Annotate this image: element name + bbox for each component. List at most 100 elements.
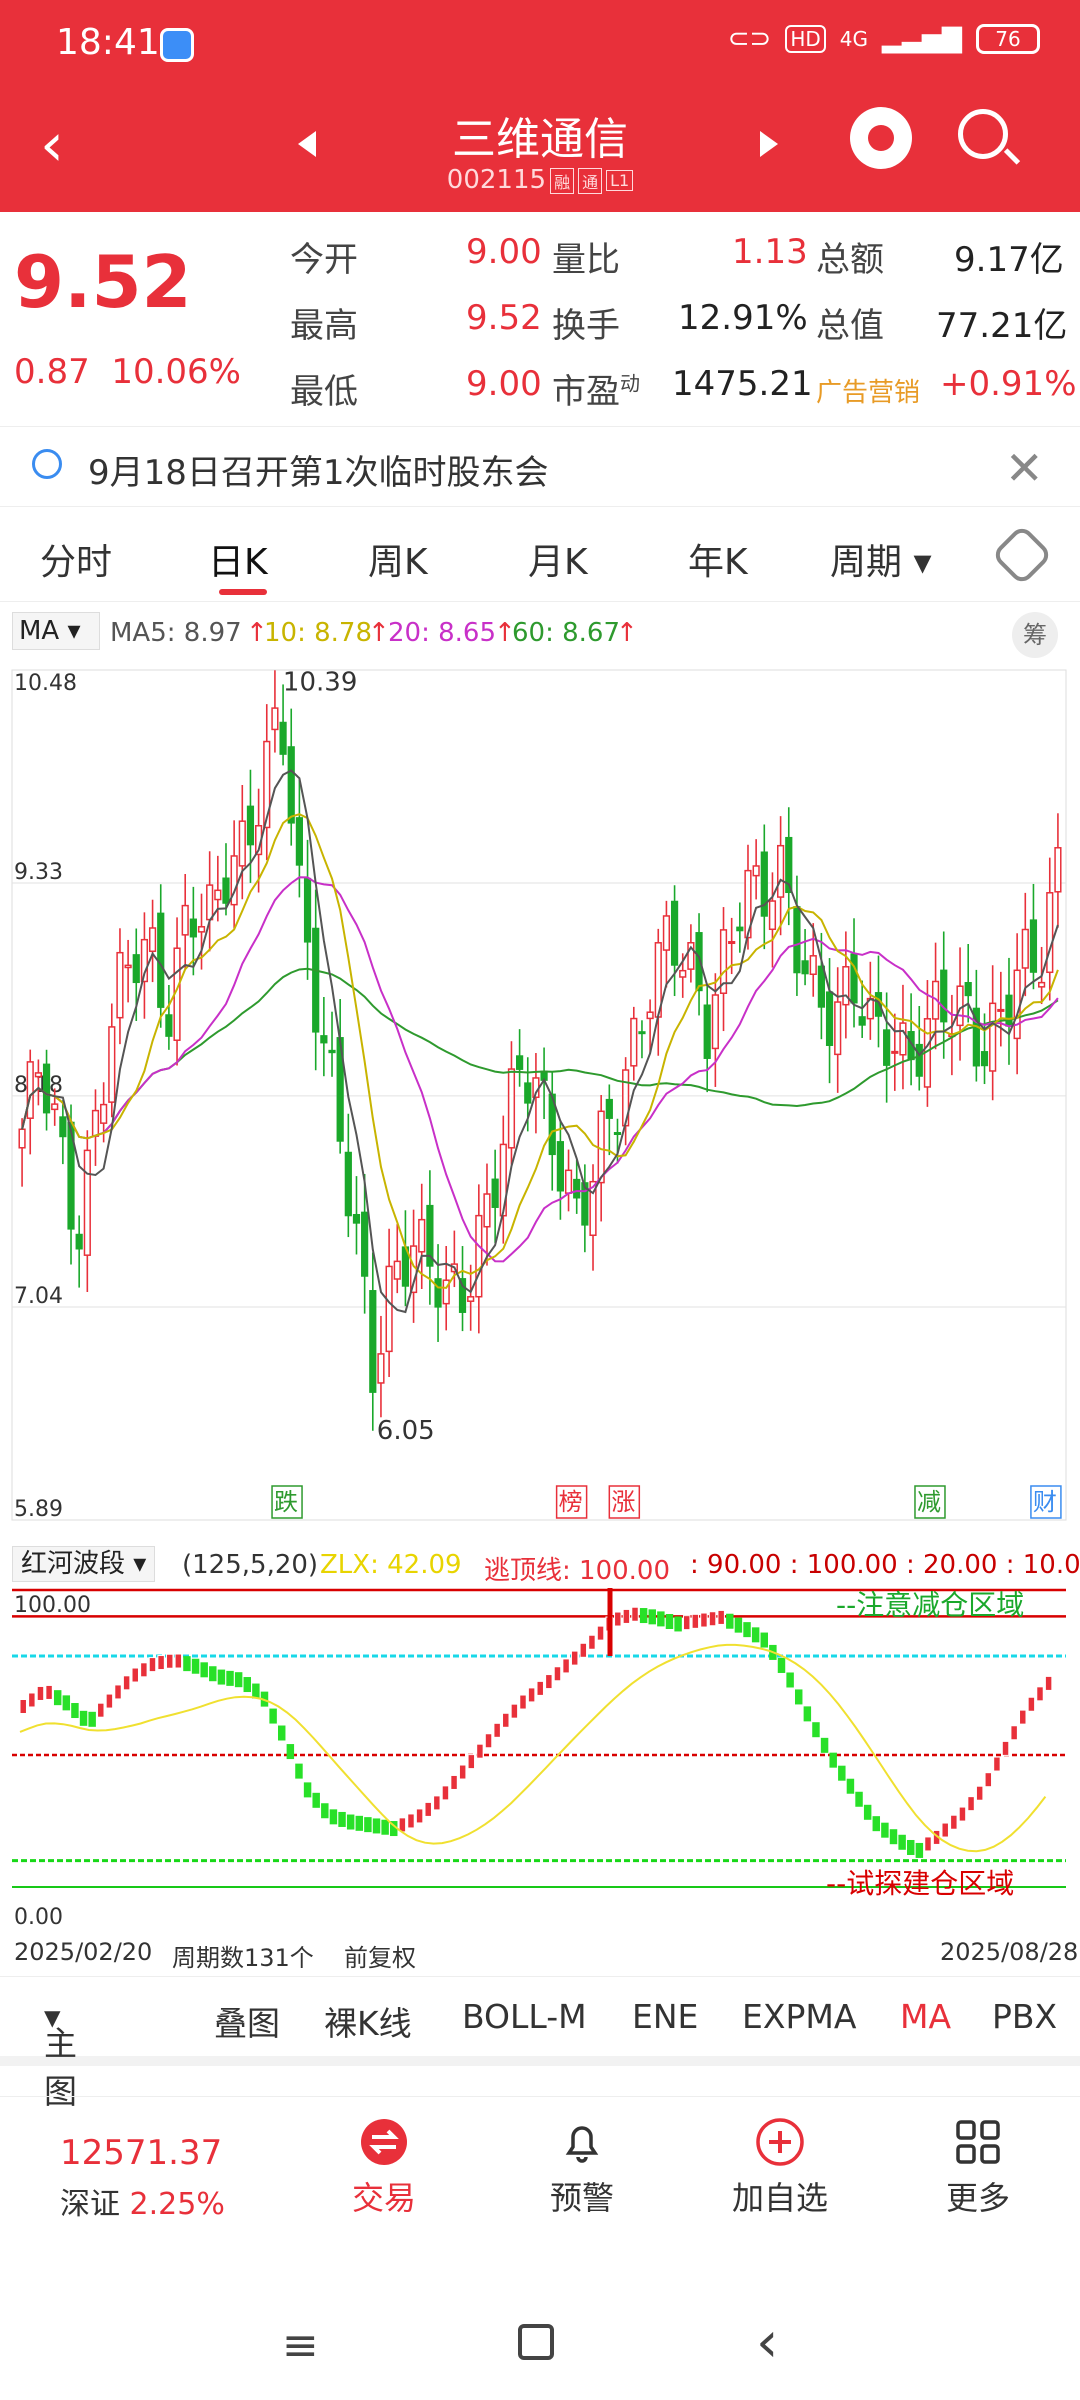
wave-bar <box>493 1722 501 1738</box>
candle-body <box>760 851 768 917</box>
status-time: 18:41 <box>56 22 160 63</box>
close-icon[interactable]: ✕ <box>1005 441 1044 495</box>
turnover-value: 12.91% <box>678 298 808 338</box>
chip-distribution-button[interactable]: 筹 <box>1012 612 1058 658</box>
candle-body <box>964 982 972 997</box>
next-stock-icon[interactable] <box>760 131 778 157</box>
wave-bar <box>527 1687 536 1703</box>
candle-body <box>687 942 695 970</box>
turnover-label: 换手 <box>552 306 620 346</box>
back-icon[interactable]: ‹ <box>40 110 64 180</box>
candlestick-chart[interactable]: 10.489.338.187.045.8910.396.05跌榜涨减财 <box>0 660 1080 1540</box>
candle-body <box>573 1178 581 1199</box>
candle-body <box>785 836 793 894</box>
candle-body <box>42 1063 51 1114</box>
alert-button[interactable]: 预警 <box>522 2117 642 2219</box>
candle-body <box>1029 919 1038 973</box>
indicator-selector[interactable]: 红河波段 ▾ <box>12 1546 156 1582</box>
settings-hex-icon[interactable] <box>990 523 1054 587</box>
event-marker-box <box>914 1485 946 1519</box>
tool-ene[interactable]: ENE <box>632 1997 699 2036</box>
candle-body <box>1005 994 1013 1027</box>
tool-boll[interactable]: BOLL-M <box>462 1997 587 2036</box>
menu-icon[interactable]: ≡ <box>282 2320 319 2371</box>
candle-body <box>475 1214 483 1298</box>
wave-bar <box>579 1642 588 1658</box>
tab-period[interactable]: 周期 ▾ <box>830 542 932 583</box>
tool-pbx[interactable]: PBX <box>992 1997 1058 2036</box>
indicator-chart[interactable]: 100.00 0.00 --注意减仓区域 --试探建仓区域 <box>0 1540 1080 1932</box>
add-watchlist-button[interactable]: 加自选 <box>720 2117 840 2219</box>
home-icon[interactable] <box>518 2324 554 2360</box>
wave-bar <box>321 1803 329 1819</box>
candle-body <box>605 1098 613 1119</box>
candle-body <box>801 960 809 975</box>
index-value[interactable]: 12571.37 <box>60 2133 223 2173</box>
wave-bar <box>252 1683 260 1699</box>
candle-body <box>34 1072 42 1078</box>
mktcap-value: 77.21亿 <box>936 306 1068 346</box>
start-date: 2025/02/20 <box>14 1938 153 1966</box>
vol-ratio-label: 量比 <box>552 240 620 280</box>
bell-icon <box>565 2126 599 2163</box>
search-icon[interactable] <box>958 109 1008 159</box>
wave-bar <box>510 1703 519 1719</box>
candle-body <box>711 994 719 1050</box>
candle-body <box>777 844 785 898</box>
event-marker-box <box>608 1485 641 1519</box>
tab-timeshare[interactable]: 分时 <box>40 542 113 583</box>
notice-text[interactable]: 9月18日召开第1次临时股东会 <box>88 453 549 493</box>
tab-weekly-k[interactable]: 周K <box>368 542 428 583</box>
tab-yearly-k[interactable]: 年K <box>688 542 748 583</box>
candle-body <box>630 1017 638 1067</box>
candle-body <box>295 817 303 866</box>
wave-bar <box>665 1614 674 1630</box>
amount-value: 9.17亿 <box>954 240 1064 280</box>
candle-body <box>670 900 679 966</box>
candle-body <box>83 1149 91 1256</box>
mascot-icon[interactable] <box>850 107 912 169</box>
notice-bar[interactable]: 9月18日召开第1次临时股东会 ✕ <box>0 426 1080 506</box>
wave-bar <box>519 1694 527 1710</box>
y-tick-label: 7.04 <box>14 1284 63 1309</box>
max-price-label: 10.39 <box>283 667 357 697</box>
wave-bar <box>217 1669 226 1685</box>
prev-stock-icon[interactable] <box>298 131 316 157</box>
candle-body <box>956 985 964 1027</box>
wave-bar <box>855 1791 863 1807</box>
tool-overlay[interactable]: 叠图 <box>214 2004 280 2043</box>
ma-selector[interactable]: MA ▾ <box>12 612 100 650</box>
bottom-zone-label: --试探建仓区域 <box>826 1867 1014 1900</box>
wave-bar <box>570 1650 579 1666</box>
sector-label[interactable]: 广告营销 <box>816 378 921 408</box>
tool-ma[interactable]: MA <box>900 1997 952 2036</box>
main-chart-selector[interactable]: 主图 ▾ <box>44 1997 77 2111</box>
period-count: 周期数131个 <box>172 1944 314 1972</box>
zlx-line <box>19 1643 1047 1853</box>
tool-expma[interactable]: EXPMA <box>742 1997 857 2036</box>
index-info[interactable]: 深证 2.25% <box>60 2187 225 2222</box>
trade-button[interactable]: 交易 <box>324 2117 444 2219</box>
candle-body <box>834 1001 842 1056</box>
wave-bar <box>467 1754 476 1770</box>
wave-bar <box>622 1608 631 1624</box>
back-nav-icon[interactable]: ‹ <box>756 2310 779 2375</box>
ma5-line <box>21 769 1059 1314</box>
wave-bar <box>28 1692 36 1708</box>
wave-bar <box>355 1815 364 1831</box>
wave-bar <box>441 1785 450 1801</box>
event-marker-box <box>1030 1485 1062 1519</box>
candle-body <box>719 929 728 994</box>
candle-body <box>361 1211 369 1277</box>
more-button[interactable]: 更多 <box>918 2117 1038 2219</box>
min-price-label: 6.05 <box>377 1416 435 1446</box>
tool-naked-k[interactable]: 裸K线 <box>324 2004 412 2043</box>
margin-tag: 融 <box>550 167 575 194</box>
tab-monthly-k[interactable]: 月K <box>528 542 588 583</box>
candle-body <box>940 969 948 1023</box>
candle-body <box>972 1007 980 1067</box>
tab-daily-k[interactable]: 日K <box>208 542 268 583</box>
candle-body <box>246 805 255 846</box>
adjust-mode[interactable]: 前复权 <box>344 1944 416 1972</box>
candle-body <box>703 1004 711 1059</box>
